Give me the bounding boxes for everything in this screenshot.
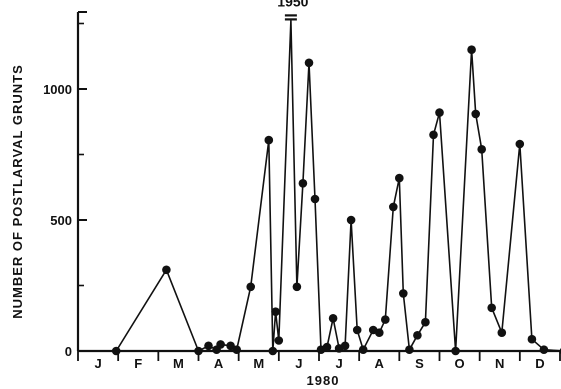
data-point bbox=[515, 139, 525, 149]
y-tick-label-1000: 1000 bbox=[43, 82, 72, 97]
data-point bbox=[204, 341, 213, 351]
x-month-label-4: M bbox=[253, 356, 264, 371]
x-month-label-3: A bbox=[214, 356, 224, 371]
x-month-label-1: F bbox=[134, 356, 142, 371]
data-point bbox=[375, 328, 384, 338]
data-point bbox=[310, 194, 320, 204]
data-point bbox=[471, 109, 481, 119]
data-point bbox=[451, 346, 460, 356]
data-point bbox=[328, 314, 338, 323]
data-point bbox=[194, 346, 203, 356]
x-month-label-11: D bbox=[535, 356, 544, 371]
data-point bbox=[358, 345, 368, 355]
data-point bbox=[381, 315, 390, 324]
data-point bbox=[271, 307, 280, 317]
data-point bbox=[467, 45, 476, 54]
data-point bbox=[421, 317, 430, 327]
axes bbox=[76, 11, 561, 361]
data-point bbox=[497, 328, 507, 338]
peak-annotation: 1950 bbox=[277, 0, 308, 9]
series-line bbox=[115, 19, 561, 352]
data-point bbox=[264, 135, 274, 145]
x-month-label-0: J bbox=[94, 356, 101, 371]
labels: 0 500 1000 J F M A M J J A S O N D 1980 NUMBER OF POSTLA… bbox=[10, 0, 545, 388]
data-point bbox=[274, 336, 284, 345]
data-point bbox=[292, 282, 302, 292]
data-point bbox=[162, 265, 171, 275]
data-point bbox=[399, 289, 408, 298]
data-point bbox=[413, 331, 422, 340]
x-month-label-10: N bbox=[495, 356, 504, 371]
x-month-label-2: M bbox=[173, 356, 184, 371]
data-point bbox=[429, 130, 438, 140]
data-point bbox=[477, 145, 487, 154]
data-point bbox=[298, 179, 308, 188]
data-point bbox=[111, 346, 121, 356]
data-point bbox=[246, 282, 255, 292]
data-point bbox=[539, 345, 549, 355]
data-point bbox=[216, 340, 225, 349]
data-point bbox=[352, 325, 362, 335]
data-point bbox=[226, 341, 235, 351]
data-point bbox=[395, 173, 404, 183]
y-axis-title: NUMBER OF POSTLARVAL GRUNTS bbox=[10, 64, 25, 319]
data-point bbox=[340, 341, 350, 351]
data-point bbox=[389, 202, 398, 212]
data-point bbox=[304, 58, 314, 68]
x-axis-title: 1980 bbox=[307, 373, 340, 388]
data-point bbox=[322, 342, 332, 352]
data-point bbox=[405, 345, 414, 355]
y-tick-label-0: 0 bbox=[65, 344, 72, 359]
data-point bbox=[232, 345, 241, 355]
series-layer bbox=[111, 14, 561, 356]
data-point bbox=[268, 346, 278, 356]
data-point bbox=[527, 334, 537, 344]
data-point bbox=[346, 215, 356, 225]
x-month-label-5: J bbox=[295, 356, 302, 371]
x-month-label-7: A bbox=[375, 356, 385, 371]
data-point bbox=[487, 303, 497, 313]
data-point bbox=[435, 108, 444, 117]
x-month-label-8: S bbox=[415, 356, 424, 371]
x-month-label-6: J bbox=[335, 356, 342, 371]
y-tick-label-500: 500 bbox=[50, 213, 72, 228]
x-month-label-9: O bbox=[455, 356, 465, 371]
